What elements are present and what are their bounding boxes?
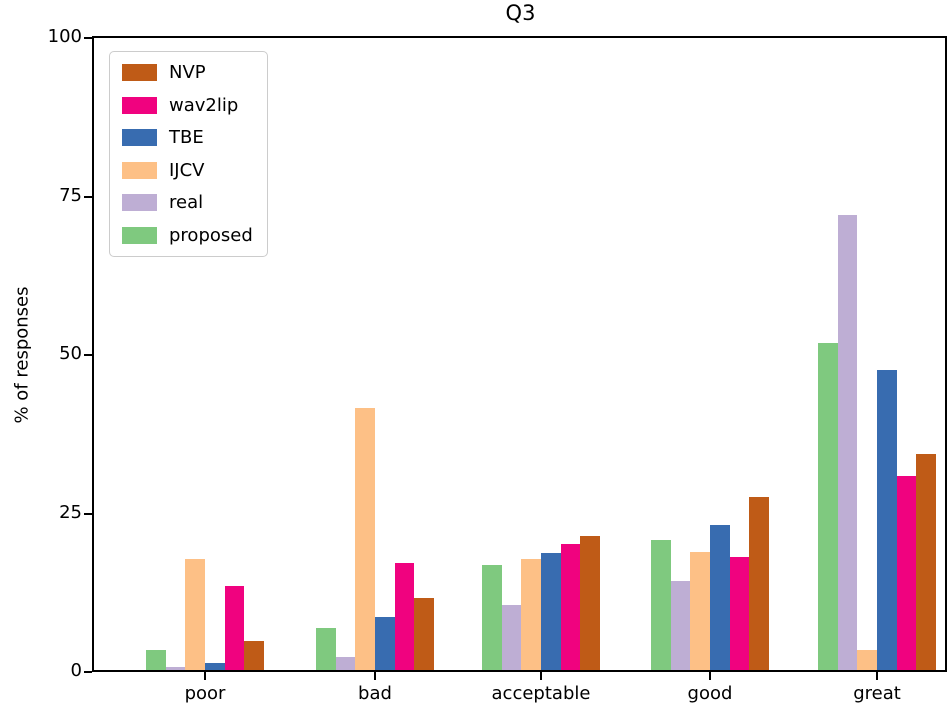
legend: NVP wav2lip TBE IJCV real proposed [109, 51, 268, 257]
y-tick-mark [84, 37, 92, 39]
bar-group-acceptable [482, 38, 600, 672]
x-tick-mark [374, 672, 376, 680]
bar-real-good [670, 581, 691, 672]
chart-title: Q3 [505, 1, 536, 25]
bar-TBE-great [876, 370, 897, 672]
bar-proposed-bad [316, 628, 336, 672]
legend-item-real: real [122, 192, 253, 213]
y-tick-label: 25 [59, 501, 82, 523]
bar-IJCV-acceptable [521, 559, 541, 672]
bar-group-great [818, 38, 936, 672]
bar-wav2lip-acceptable [560, 543, 581, 672]
legend-label: real [169, 192, 204, 213]
bar-IJCV-poor [185, 559, 205, 672]
bar-IJCV-good [690, 551, 710, 672]
legend-swatch-icon [122, 96, 157, 114]
bar-real-poor [165, 666, 186, 672]
bar-proposed-acceptable [482, 564, 502, 672]
bar-IJCV-great [857, 649, 877, 672]
legend-label: proposed [169, 224, 253, 246]
x-tick-label-good: good [687, 683, 733, 704]
y-tick-mark [84, 671, 92, 673]
bar-NVP-great [916, 453, 936, 672]
y-tick-label: 0 [70, 660, 82, 681]
x-tick-mark [709, 672, 711, 680]
legend-swatch-icon [122, 226, 157, 244]
bar-TBE-acceptable [540, 552, 561, 672]
x-tick-label-acceptable: acceptable [491, 683, 591, 704]
bar-TBE-good [709, 524, 730, 672]
bar-proposed-poor [146, 649, 166, 672]
bar-wav2lip-poor [224, 585, 245, 672]
bar-wav2lip-bad [394, 562, 415, 672]
bar-wav2lip-great [896, 476, 917, 672]
y-tick-label: 100 [47, 26, 82, 47]
bar-NVP-acceptable [580, 535, 600, 672]
legend-item-TBE: TBE [122, 127, 253, 148]
bar-proposed-great [818, 342, 838, 672]
x-tick-mark [540, 672, 542, 680]
bar-group-poor [146, 38, 264, 672]
bar-NVP-good [749, 497, 769, 672]
y-tick-mark [84, 512, 92, 515]
bar-TBE-poor [204, 663, 225, 672]
bar-NVP-bad [414, 597, 434, 672]
legend-label: NVP [169, 62, 206, 83]
legend-item-NVP: NVP [122, 62, 253, 83]
legend-item-proposed: proposed [122, 225, 253, 246]
legend-swatch-icon [122, 64, 157, 81]
x-tick-mark [876, 672, 878, 680]
bar-wav2lip-good [729, 557, 750, 672]
y-tick-label: 50 [59, 343, 82, 364]
bar-group-bad [316, 38, 434, 672]
legend-item-wav2lip: wav2lip [122, 95, 253, 116]
x-tick-label-poor: poor [184, 683, 226, 704]
legend-swatch-icon [122, 129, 157, 146]
y-tick-mark [84, 195, 92, 198]
bar-group-good [651, 38, 769, 672]
legend-item-IJCV: IJCV [122, 160, 253, 181]
x-tick-label-bad: bad [358, 683, 392, 704]
legend-label: wav2lip [169, 94, 239, 116]
bar-real-great [837, 214, 858, 672]
plot-area: NVP wav2lip TBE IJCV real proposed [92, 36, 947, 672]
legend-label: TBE [169, 127, 204, 148]
y-tick-label: 75 [59, 184, 82, 206]
bar-IJCV-bad [355, 408, 375, 672]
bar-proposed-good [651, 540, 671, 672]
bar-TBE-bad [374, 616, 395, 672]
x-tick-label-great: great [853, 683, 901, 704]
bar-real-acceptable [501, 605, 522, 672]
x-tick-mark [204, 672, 206, 680]
legend-label: IJCV [169, 159, 205, 181]
y-tick-mark [84, 354, 92, 356]
legend-swatch-icon [122, 194, 157, 211]
bar-real-bad [335, 656, 356, 672]
legend-swatch-icon [122, 161, 157, 179]
bar-NVP-poor [244, 640, 264, 672]
